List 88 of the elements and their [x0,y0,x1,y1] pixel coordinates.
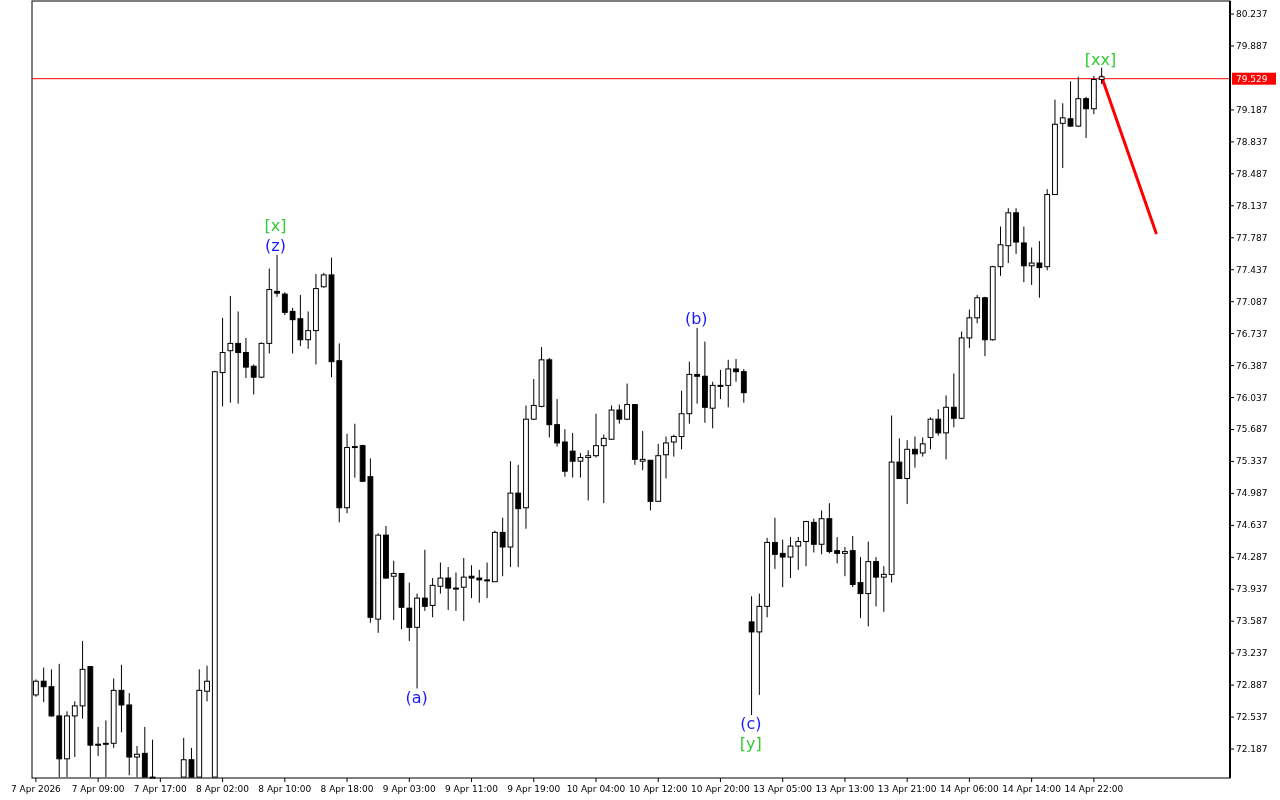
y-tick-label: 80.237 [1236,9,1268,20]
x-tick-label: 9 Apr 03:00 [382,784,437,794]
y-tick-label: 75.337 [1236,456,1268,467]
candlestick [235,310,242,405]
candlestick [950,373,957,428]
candlestick [274,254,280,298]
x-tick-label: 9 Apr 19:00 [507,784,561,794]
y-tick-label: 75.687 [1236,424,1268,435]
x-tick-label: 13 Apr 13:00 [815,784,875,794]
x-tick-label: 14 Apr 06:00 [940,784,1000,794]
y-tick-label: 79.187 [1236,104,1268,115]
x-tick-label: 7 Apr 17:00 [133,784,188,794]
x-tick-label: 14 Apr 22:00 [1064,784,1124,794]
candlestick [593,413,599,459]
annotation: [xx] [1084,49,1117,69]
y-tick-label: 72.887 [1236,680,1268,691]
annotation: [x] [264,215,287,235]
y-tick-label: 79.887 [1236,41,1268,52]
candlestick [204,665,210,702]
candlestick [1083,96,1089,139]
candlestick [772,517,778,570]
y-tick-label: 73.237 [1236,648,1268,659]
x-tick-label: 7 Apr 2026 [10,784,62,794]
annotation: [y] [739,733,762,753]
candlestick [515,464,522,568]
y-tick-label: 76.387 [1236,360,1268,371]
x-tick-label: 13 Apr 05:00 [753,784,813,794]
candlestick [810,518,817,553]
y-tick-label: 76.037 [1236,392,1268,403]
y-tick-label: 72.187 [1236,744,1268,755]
candlestick [484,562,490,599]
candlestick [842,546,848,577]
x-tick-label: 8 Apr 02:00 [196,784,250,794]
x-tick-label: 8 Apr 18:00 [320,784,374,794]
candlestick [281,291,288,316]
candlestick [974,294,981,324]
y-tick-label: 73.937 [1236,584,1268,595]
candlestick [624,383,631,421]
x-tick-label: 7 Apr 09:00 [71,784,125,794]
candlestick [351,423,358,479]
y-tick-label: 78.837 [1236,136,1268,147]
annotation: (a) [405,687,428,707]
y-tick-label: 76.737 [1236,328,1268,339]
candlestick [453,572,459,612]
y-tick-label: 77.087 [1236,296,1268,307]
candlestick [733,358,739,383]
y-tick-label: 77.787 [1236,232,1268,243]
annotation: (z) [265,235,286,255]
candlestick [554,398,561,448]
x-tick-label: 10 Apr 12:00 [628,784,688,794]
candlestick [445,566,452,611]
ref-line-label: 79.529 [1236,73,1268,84]
candlestick [227,295,234,404]
x-tick-label: 14 Apr 14:00 [1002,784,1062,794]
candlestick [585,449,592,501]
candlestick [71,700,78,758]
annotation: (b) [684,308,708,328]
candlestick [421,549,428,612]
candlestick [919,436,926,458]
candlestick [243,337,249,379]
candlestick [803,520,809,567]
candlestick [406,582,413,642]
candlestick [305,310,312,350]
candlestick [663,436,669,480]
candlestick [670,434,677,458]
y-tick-label: 72.537 [1236,712,1268,723]
x-tick-label: 10 Apr 20:00 [691,784,751,794]
y-tick-label: 77.437 [1236,264,1268,275]
candlestick [219,317,226,407]
y-tick-label: 74.287 [1236,552,1268,563]
candlestick [694,327,701,405]
candlestick [834,536,841,564]
x-tick-label: 9 Apr 11:00 [445,784,499,794]
x-tick-label: 10 Apr 04:00 [566,784,626,794]
y-tick-label: 73.587 [1236,616,1268,627]
x-tick-label: 8 Apr 10:00 [258,784,312,794]
y-tick-label: 78.137 [1236,200,1268,211]
y-tick-label: 74.637 [1236,520,1268,531]
y-tick-label: 74.987 [1236,488,1268,499]
candlestick [912,436,918,469]
annotation: (c) [740,713,762,733]
y-tick-label: 78.487 [1236,168,1268,179]
candlestick [1020,226,1027,283]
x-tick-label: 13 Apr 21:00 [877,784,937,794]
candlestick [740,368,747,404]
candlestick [873,556,879,607]
candlestick [95,726,102,757]
candlestick [880,565,887,613]
